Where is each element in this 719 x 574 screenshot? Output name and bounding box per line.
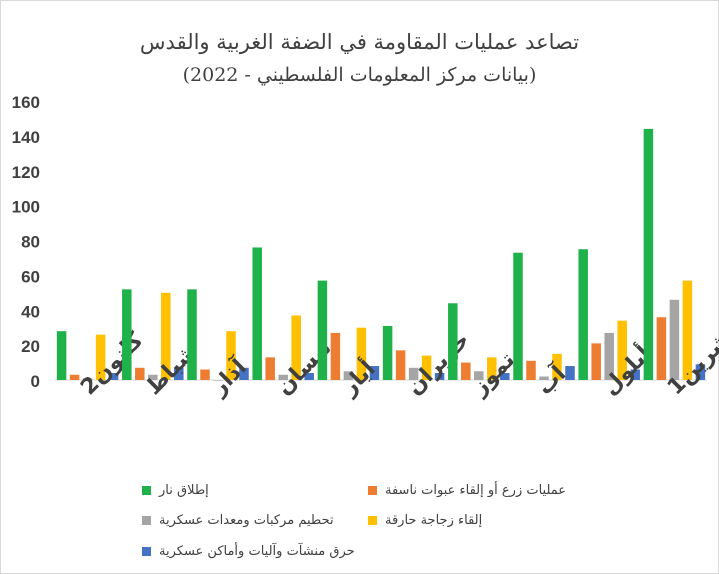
y-tick-label: 0: [31, 372, 40, 391]
bar: [578, 249, 588, 380]
bar: [395, 350, 406, 380]
bar: [643, 128, 654, 380]
bar: [200, 369, 210, 380]
y-tick-label: 160: [12, 93, 40, 112]
bar: [82, 378, 93, 380]
bar: [565, 366, 575, 380]
bar: [343, 371, 354, 380]
bar: [317, 280, 328, 380]
bar: [682, 280, 693, 380]
chart-title: تصاعد عمليات المقاومة في الضفة الغربية و…: [139, 30, 580, 54]
bar: [421, 355, 432, 380]
bar: [474, 371, 484, 380]
y-tick-label: 140: [12, 128, 40, 147]
bar: [239, 367, 249, 380]
bar: [304, 373, 314, 380]
bar: [617, 320, 627, 380]
bar: [213, 380, 223, 381]
bar: [695, 364, 706, 380]
bar: [552, 353, 562, 380]
bar: [500, 373, 510, 380]
bar: [56, 331, 67, 380]
bar: [187, 289, 197, 380]
y-tick-label: 40: [21, 302, 40, 321]
x-tick-label: تموز: [467, 348, 520, 401]
bar: [591, 343, 601, 380]
bar: [330, 332, 341, 380]
bar: [226, 331, 236, 380]
bar: [291, 315, 301, 380]
y-tick-label: 120: [12, 163, 40, 182]
bar: [382, 325, 393, 380]
y-tick-label: 100: [12, 198, 40, 217]
bar: [174, 367, 184, 380]
bar: [108, 373, 119, 380]
bar: [539, 376, 549, 380]
bar: [252, 247, 262, 380]
x-tick-label: آب: [530, 359, 571, 400]
bar: [487, 357, 497, 380]
bar: [95, 334, 106, 380]
bar: [461, 362, 471, 380]
bar: [408, 367, 419, 380]
bar: [122, 289, 132, 380]
bar: [161, 292, 171, 380]
bar: [69, 374, 80, 380]
bar: [434, 373, 445, 380]
bar: [526, 360, 536, 380]
y-tick-label: 80: [21, 233, 40, 252]
chart-subtitle: (بيانات مركز المعلومات الفلسطيني - 2022): [182, 64, 537, 86]
bar: [630, 369, 640, 380]
bar: [513, 252, 523, 380]
x-tick-label: كانون2: [76, 328, 148, 400]
bar: [369, 366, 380, 380]
bar: [278, 374, 288, 380]
bar: [448, 303, 458, 380]
y-tick-label: 60: [21, 267, 40, 286]
bar: [604, 332, 614, 380]
y-tick-label: 20: [21, 337, 40, 356]
bar: [669, 299, 680, 380]
bar: [356, 327, 367, 380]
bar: [135, 367, 145, 380]
bar: [265, 357, 275, 380]
bar: [656, 317, 667, 380]
bar: [148, 374, 158, 380]
